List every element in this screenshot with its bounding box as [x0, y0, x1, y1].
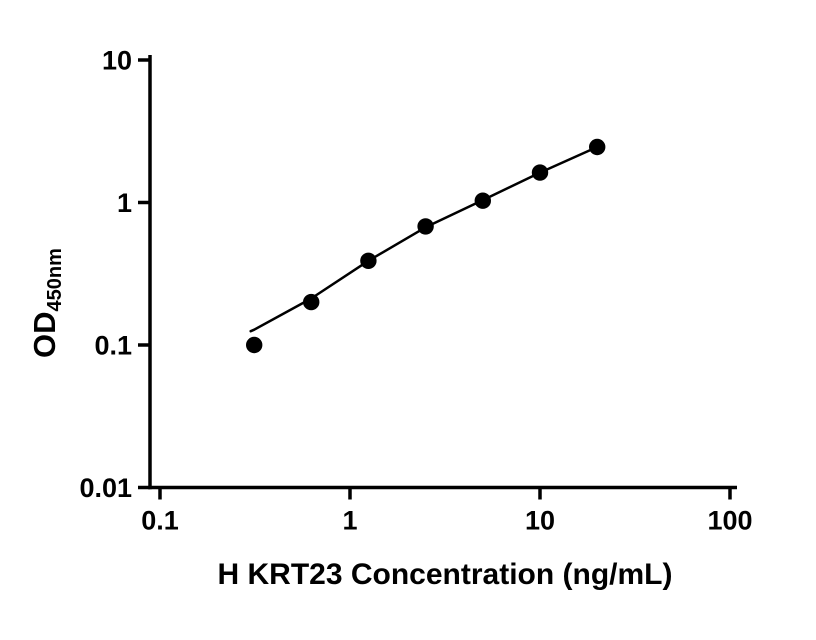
x-tick-label: 10	[525, 506, 555, 536]
x-tick-label: 100	[707, 506, 752, 536]
data-point	[303, 293, 320, 311]
x-axis-title: H KRT23 Concentration (ng/mL)	[217, 558, 673, 591]
fit-line	[249, 145, 599, 333]
y-tick-label: 0.1	[94, 331, 132, 361]
data-point	[417, 218, 434, 235]
y-tick-label: 1	[117, 188, 132, 218]
y-axis-title: OD450nm	[27, 248, 66, 358]
data-point	[589, 138, 606, 156]
x-tick-label: 1	[342, 506, 357, 536]
x-tick-label: 0.1	[141, 506, 179, 536]
y-tick-label: 0.01	[79, 473, 132, 503]
y-tick-label: 10	[102, 46, 132, 76]
data-point	[360, 252, 377, 269]
y-axis-title-main: OD	[27, 311, 62, 358]
data-point	[246, 336, 263, 354]
data-point	[531, 164, 549, 181]
y-axis-title-subscript: 450nm	[44, 248, 66, 312]
data-point	[474, 192, 491, 209]
